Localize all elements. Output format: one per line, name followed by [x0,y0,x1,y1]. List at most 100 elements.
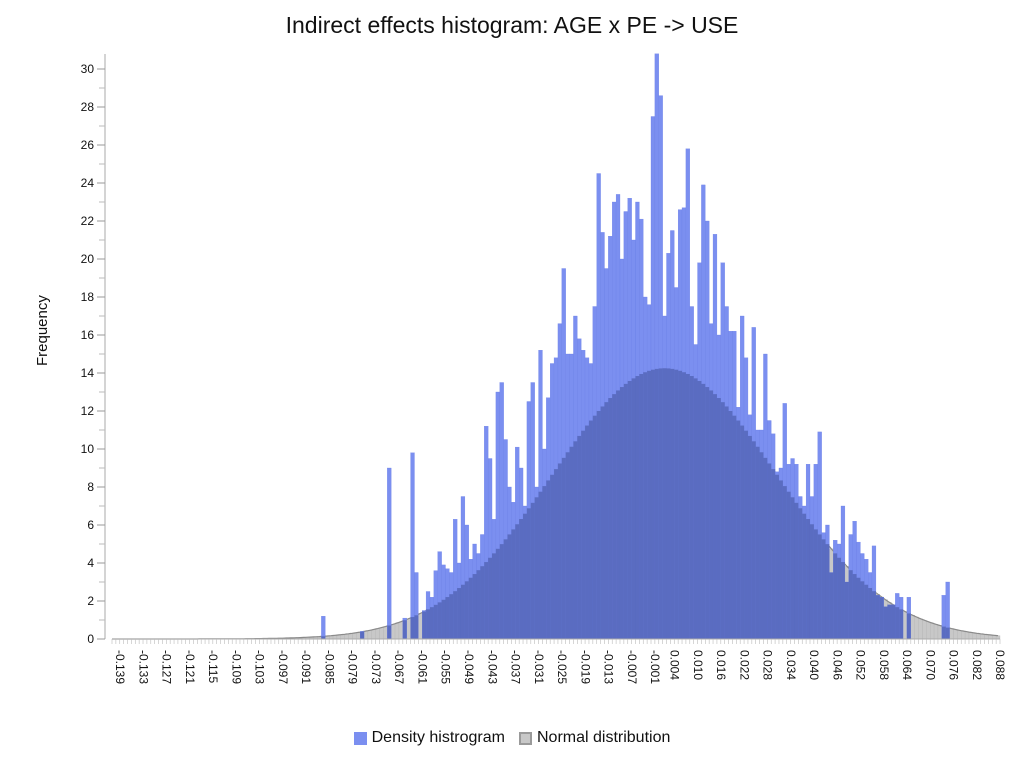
overlap-bar [569,446,574,639]
overlap-bar [844,582,849,639]
overlap-bar [639,373,644,639]
x-tick-label: 0.064 [900,650,914,680]
legend-label-normal: Normal distribution [536,729,671,746]
x-tick-label: 0.070 [923,650,937,680]
overlap-bar [429,607,434,639]
x-tick-label: 0.058 [877,650,891,680]
density-swatch [353,731,367,745]
normal-bar [995,635,1001,640]
overlap-bar [662,368,667,639]
x-tick-label: -0.013 [602,650,616,684]
y-tick-label: 4 [87,556,94,570]
overlap-bar [775,474,779,639]
normal-bar [418,613,423,640]
overlap-bar [689,376,694,639]
overlap-bar [441,599,446,639]
overlap-bar [701,383,706,639]
normal-bar [902,611,908,640]
overlap-bar [476,570,481,639]
y-tick-label: 8 [87,480,94,494]
overlap-bar [751,441,756,639]
overlap-bar [747,435,752,639]
x-tick-label: -0.121 [183,650,197,684]
y-tick-label: 18 [81,290,95,304]
overlap-bar [724,406,729,639]
normal-bar [363,630,369,640]
overlap-bar [623,383,628,639]
overlap-bar [685,373,690,639]
overlap-bar [833,553,838,639]
x-tick-label: 0.004 [668,650,682,680]
overlap-bar [941,626,946,639]
overlap-bar [763,457,768,639]
overlap-bar [875,595,880,639]
overlap-bar [484,562,489,639]
x-tick-label: -0.037 [509,650,523,684]
overlap-bar [503,539,508,639]
normal-bar [972,632,977,640]
legend-label-density: Density histrogram [371,729,505,746]
overlap-bar [561,457,566,639]
x-tick-label: 0.052 [854,650,868,680]
normal-bar [398,621,403,640]
x-tick-label: 0.016 [714,650,728,680]
overlap-bar [495,548,500,639]
overlap-bar [387,625,392,639]
overlap-bar [837,557,842,639]
overlap-bar [825,544,830,639]
overlap-bar [554,469,558,639]
normal-bar [976,633,981,640]
overlap-bar [697,380,702,639]
x-tick-label: 0.034 [784,650,798,680]
x-tick-label: -0.091 [299,650,313,684]
overlap-bar [511,529,516,639]
overlap-bar [821,539,826,639]
overlap-bar [519,519,524,639]
overlap-bar [790,497,795,639]
y-tick-label: 16 [81,328,95,342]
x-tick-label: 0.082 [970,650,984,680]
legend-item-normal[interactable]: Normal distribution [518,729,671,747]
overlap-bar [557,463,562,639]
overlap-bar [445,597,450,639]
overlap-bar [426,609,430,639]
overlap-bar [798,508,803,639]
overlap-bar [879,597,884,639]
overlap-bar [538,491,543,639]
normal-bar [394,622,400,640]
y-tick-label: 22 [81,214,95,228]
x-tick-label: -0.019 [578,650,592,684]
overlap-bar [654,368,659,639]
x-tick-label: -0.139 [113,650,127,684]
overlap-bar [619,387,624,639]
overlap-bar [713,394,717,639]
x-tick-label: 0.088 [993,650,1007,680]
overlap-bar [627,380,632,639]
overlap-bar [542,486,547,639]
overlap-bar [647,370,652,639]
overlap-bar [841,562,845,639]
legend-item-density[interactable]: Density histrogram [353,729,505,747]
overlap-bar [608,398,613,639]
overlap-bar [550,474,555,639]
x-tick-label: -0.049 [462,650,476,684]
overlap-bar [682,372,686,639]
overlap-bar [414,615,419,639]
overlap-bar [507,534,512,639]
overlap-bar [809,524,814,639]
overlap-bar [433,604,438,639]
normal-bar [918,618,923,640]
overlap-bar [600,406,605,639]
overlap-bar [806,519,810,639]
y-tick-label: 26 [81,138,95,152]
overlap-bar [581,430,586,639]
x-tick-label: -0.061 [416,650,430,684]
overlap-bar [674,369,679,639]
x-tick-label: -0.085 [322,650,336,684]
overlap-bar [755,446,760,639]
overlap-bar [899,609,904,639]
overlap-bar [670,368,675,639]
overlap-bar [565,452,570,639]
normal-bar [933,624,939,640]
